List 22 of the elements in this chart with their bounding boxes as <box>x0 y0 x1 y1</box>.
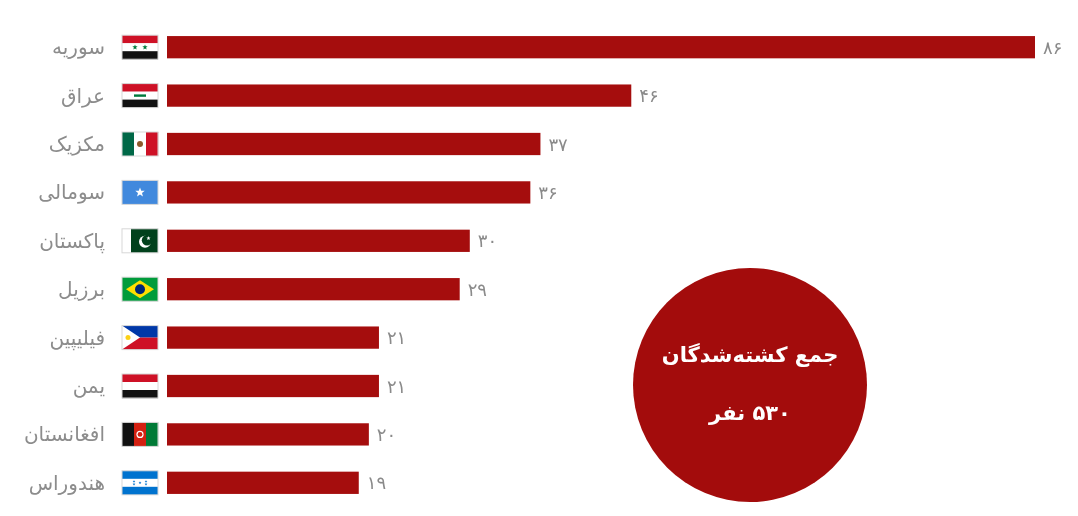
category-label: یمن <box>72 374 105 398</box>
value-label: ۸۶ <box>1043 36 1063 58</box>
value-label: ۲۱ <box>386 375 407 397</box>
category-label: افغانستان <box>23 422 105 447</box>
value-label: ۲۰ <box>376 423 397 445</box>
value-label: ۲۹ <box>467 278 488 300</box>
category-label: سومالی <box>38 180 105 205</box>
value-label: ۲۱ <box>386 327 407 349</box>
annotation: ۵۳۰ نفر <box>709 401 791 427</box>
category-label: مکزیک <box>48 132 105 156</box>
category-label: برزیل <box>58 277 105 302</box>
category-label: هندوراس <box>28 470 105 495</box>
value-label: ۳۶ <box>538 181 558 203</box>
category-label: فیلیپین <box>49 325 105 350</box>
category-label: عراق <box>60 83 105 108</box>
category-label: سوریه <box>51 35 105 60</box>
value-label: ۳۰ <box>477 230 498 252</box>
value-label: ۱۹ <box>366 472 387 494</box>
value-label: ۳۷ <box>548 133 568 155</box>
category-label: پاکستان <box>39 228 105 253</box>
value-label: ۴۶ <box>639 85 659 107</box>
annotation: جمع کشته‌شدگان <box>661 343 839 369</box>
